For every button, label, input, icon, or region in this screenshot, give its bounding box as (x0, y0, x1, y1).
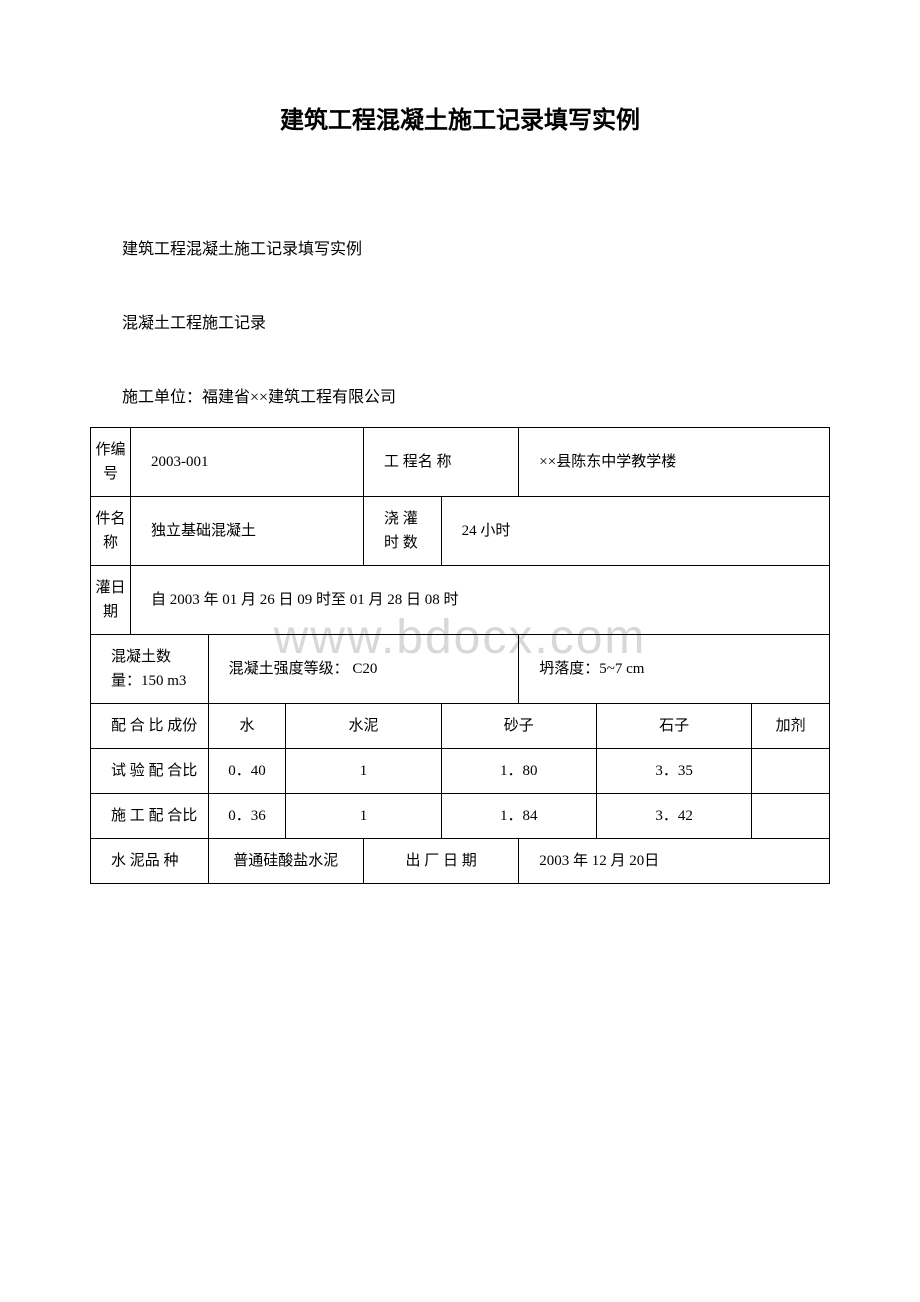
table-row: 作编号 2003-001 工 程名 称 ××县陈东中学教学楼 (91, 428, 830, 497)
cell-label: 工 程名 称 (363, 428, 518, 497)
cell-value: 2003-001 (131, 428, 364, 497)
cell-value: 1 (286, 794, 441, 839)
cell-label: 出 厂 日 期 (363, 839, 518, 884)
table-row: 配 合 比 成份 水 水泥 砂子 石子 加剂 (91, 704, 830, 749)
cell-header: 配 合 比 成份 (91, 704, 209, 749)
cell-value: 2003 年 12 月 20日 (519, 839, 830, 884)
cell-value: 24 小时 (441, 497, 829, 566)
table-row: 灌日期 自 2003 年 01 月 26 日 09 时至 01 月 28 日 0… (91, 566, 830, 635)
cell-header: 水 (208, 704, 286, 749)
record-table: 作编号 2003-001 工 程名 称 ××县陈东中学教学楼 件名称 独立基础混… (90, 427, 830, 884)
section-label: 混凝土工程施工记录 (90, 309, 830, 333)
cell-label: 施 工 配 合比 (91, 794, 209, 839)
table-row: 试 验 配 合比 0．40 1 1．80 3．35 (91, 749, 830, 794)
table-row: 件名称 独立基础混凝土 浇 灌时 数 24 小时 (91, 497, 830, 566)
cell-value: 自 2003 年 01 月 26 日 09 时至 01 月 28 日 08 时 (131, 566, 830, 635)
cell-value: 3．35 (596, 749, 751, 794)
cell-value: ××县陈东中学教学楼 (519, 428, 830, 497)
cell-header: 砂子 (441, 704, 596, 749)
table-row: 水 泥品 种 普通硅酸盐水泥 出 厂 日 期 2003 年 12 月 20日 (91, 839, 830, 884)
document-subtitle: 建筑工程混凝土施工记录填写实例 (90, 235, 830, 259)
cell-value: 普通硅酸盐水泥 (208, 839, 363, 884)
record-table-wrap: 作编号 2003-001 工 程名 称 ××县陈东中学教学楼 件名称 独立基础混… (90, 427, 830, 884)
cell-value: 1．80 (441, 749, 596, 794)
cell-value: 0．40 (208, 749, 286, 794)
company-line: 施工单位：福建省××建筑工程有限公司 (90, 383, 830, 407)
cell-value: 混凝土数量：150 m3 (91, 635, 209, 704)
table-row: 混凝土数量：150 m3 混凝土强度等级： C20 坍落度：5~7 cm (91, 635, 830, 704)
cell-value: 坍落度：5~7 cm (519, 635, 830, 704)
cell-label: 灌日期 (91, 566, 131, 635)
cell-value: 0．36 (208, 794, 286, 839)
cell-label: 件名称 (91, 497, 131, 566)
cell-label: 浇 灌时 数 (363, 497, 441, 566)
cell-header: 水泥 (286, 704, 441, 749)
cell-value: 混凝土强度等级： C20 (208, 635, 519, 704)
cell-value: 3．42 (596, 794, 751, 839)
cell-label: 试 验 配 合比 (91, 749, 209, 794)
cell-header: 石子 (596, 704, 751, 749)
cell-value: 1 (286, 749, 441, 794)
cell-value: 独立基础混凝土 (131, 497, 364, 566)
cell-label: 水 泥品 种 (91, 839, 209, 884)
document-title: 建筑工程混凝土施工记录填写实例 (90, 100, 830, 135)
table-row: 施 工 配 合比 0．36 1 1．84 3．42 (91, 794, 830, 839)
cell-label: 作编号 (91, 428, 131, 497)
cell-value (752, 794, 830, 839)
cell-value: 1．84 (441, 794, 596, 839)
cell-header: 加剂 (752, 704, 830, 749)
cell-value (752, 749, 830, 794)
